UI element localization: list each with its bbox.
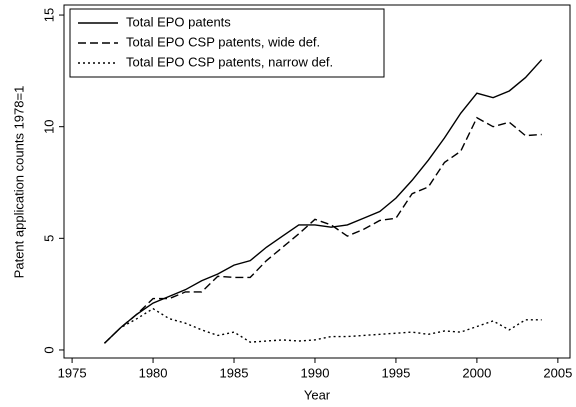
plot-frame: [63, 4, 571, 359]
legend-label: Total EPO CSP patents, wide def.: [126, 34, 320, 49]
x-tick-label: 1980: [139, 365, 168, 380]
y-tick-label: 0: [41, 346, 56, 353]
x-tick-label: 2000: [462, 365, 491, 380]
x-tick-label: 1975: [58, 365, 87, 380]
x-tick-label: 1990: [301, 365, 330, 380]
series-line: [103, 59, 543, 344]
legend-box: [69, 8, 385, 78]
y-tick-label: 10: [41, 119, 56, 133]
y-axis-label: Patent application counts 1978=1: [11, 86, 26, 279]
x-tick-label: 1985: [220, 365, 249, 380]
y-tick-label: 5: [41, 235, 56, 242]
series-line: [103, 307, 542, 344]
x-tick-label: 1995: [381, 365, 410, 380]
y-tick-label: 15: [41, 8, 56, 22]
x-tick-label: 2005: [543, 365, 572, 380]
legend-label: Total EPO patents: [126, 14, 231, 29]
x-axis-label: Year: [304, 387, 331, 402]
legend-label: Total EPO CSP patents, narrow def.: [126, 54, 333, 69]
series-line: [103, 116, 542, 344]
